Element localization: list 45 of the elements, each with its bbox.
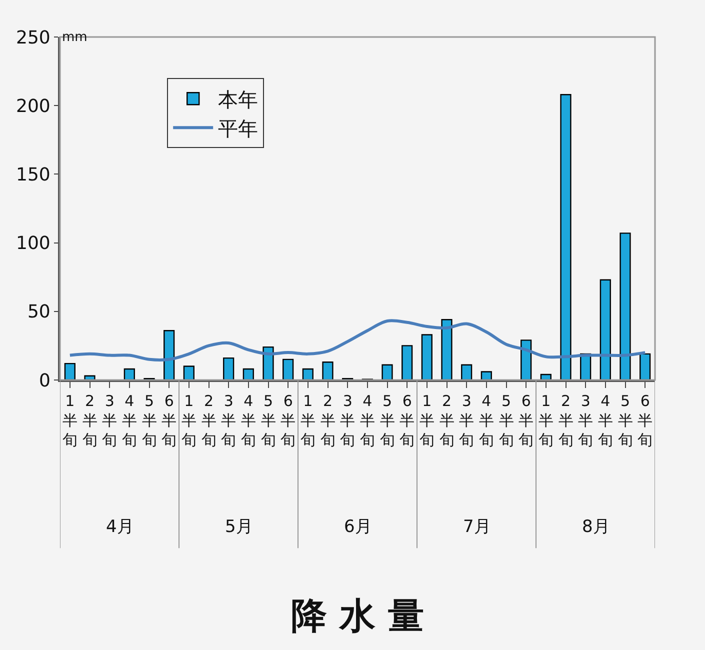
x-tick-label: 4半旬 xyxy=(240,392,256,449)
x-tick-label: 3半旬 xyxy=(102,392,118,449)
text: 降 水 量 xyxy=(291,596,424,637)
x-tick-label: 5半旬 xyxy=(260,392,276,449)
y-tick-label: 200 xyxy=(16,96,50,117)
x-tick-label: 4半旬 xyxy=(598,392,613,449)
x-tick-label: 2半旬 xyxy=(439,392,454,449)
x-tick-label: 1半旬 xyxy=(538,392,554,449)
x-tick-label: 2半旬 xyxy=(82,392,98,449)
y-tick-label: 50 xyxy=(27,302,50,323)
x-tick-label: 3半旬 xyxy=(221,392,236,449)
y-tick-label: 250 xyxy=(16,27,50,48)
y-axis-title: mm xyxy=(62,30,88,45)
x-tick-label: 5半旬 xyxy=(498,392,514,449)
x-tick-label: 6半旬 xyxy=(400,392,415,449)
x-tick-label: 2半旬 xyxy=(320,392,336,449)
x-tick-label: 2半旬 xyxy=(201,392,216,449)
text: 5月 xyxy=(225,517,253,537)
x-tick-label: 6半旬 xyxy=(280,392,296,449)
x-tick-label: 6半旬 xyxy=(162,392,177,449)
x-tick-label: 4半旬 xyxy=(360,392,375,449)
x-tick-label: 3半旬 xyxy=(578,392,594,449)
x-tick-label: 3半旬 xyxy=(340,392,356,449)
x-tick-label: 2半旬 xyxy=(558,392,574,449)
legend-label: 本年 xyxy=(218,87,258,112)
x-tick-label: 6半旬 xyxy=(518,392,534,449)
y-tick-label: 150 xyxy=(16,164,50,186)
x-tick-label: 5半旬 xyxy=(380,392,395,449)
y-tick-label: 0 xyxy=(38,370,50,392)
x-tick-label: 4半旬 xyxy=(478,392,494,449)
x-tick-label: 5半旬 xyxy=(142,392,157,449)
x-tick-label: 5半旬 xyxy=(618,392,633,449)
y-tick-label: 100 xyxy=(16,233,50,254)
text: 4月 xyxy=(106,517,134,537)
text: 8月 xyxy=(582,517,610,537)
x-tick-label: 6半旬 xyxy=(638,392,653,449)
x-tick-label: 1半旬 xyxy=(300,392,316,449)
text: 7月 xyxy=(463,517,491,537)
x-tick-label: 1半旬 xyxy=(62,392,78,449)
x-tick-label: 1半旬 xyxy=(181,392,196,449)
text: 6月 xyxy=(344,517,372,537)
x-tick-label: 1半旬 xyxy=(419,392,434,449)
x-tick-label: 4半旬 xyxy=(122,392,137,449)
legend-label: 平年 xyxy=(218,116,258,140)
x-tick-label: 3半旬 xyxy=(459,392,474,449)
